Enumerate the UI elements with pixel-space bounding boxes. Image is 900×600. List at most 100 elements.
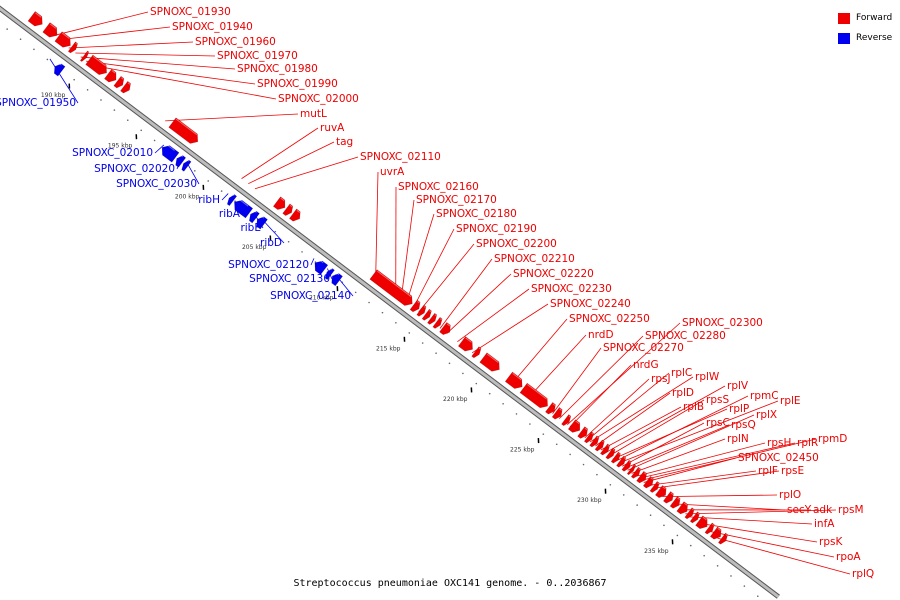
leader-line — [512, 318, 568, 384]
leader-line — [707, 530, 835, 558]
forward-gene — [432, 316, 443, 329]
leader-line — [643, 457, 737, 483]
gene-highlight — [584, 427, 588, 431]
forward-gene-label: rplN — [727, 433, 749, 445]
minor-tick — [756, 595, 759, 598]
minor-tick — [86, 89, 89, 91]
forward-gene-body — [676, 501, 688, 515]
forward-gene-label: rplD — [672, 387, 694, 399]
minor-tick — [582, 463, 585, 466]
forward-gene-label: SPNOXC_02180 — [436, 208, 517, 220]
reverse-gene-label: SPNOXC_02120 — [228, 259, 309, 271]
gene-highlight — [638, 468, 641, 471]
tick-label: 215 kbp — [376, 345, 401, 352]
major-tick — [403, 336, 406, 342]
reverse-gene — [249, 210, 260, 224]
leader-line — [241, 127, 319, 179]
leader-line — [91, 64, 277, 100]
gene-highlight — [602, 440, 605, 443]
forward-gene-label: SPNOXC_01980 — [237, 63, 318, 75]
gene-highlight — [628, 461, 631, 463]
leader-line — [80, 56, 236, 70]
forward-gene — [561, 414, 572, 427]
forward-gene — [79, 50, 90, 62]
gene-highlight — [330, 268, 333, 270]
forward-gene-body — [662, 491, 674, 504]
forward-gene-label: SPNOXC_02300 — [682, 317, 763, 329]
leader-line — [439, 258, 493, 329]
reverse-gene-label: SPNOXC_01950 — [0, 97, 76, 109]
gene-highlight — [623, 457, 626, 459]
forward-gene-body — [416, 304, 427, 317]
forward-gene — [676, 501, 688, 515]
forward-gene-body — [709, 526, 722, 540]
leader-line — [624, 424, 730, 469]
gene-highlight — [446, 323, 451, 327]
forward-gene-body — [684, 507, 695, 520]
leader-line — [689, 516, 813, 525]
forward-gene-label: rplQ — [852, 568, 874, 580]
forward-gene — [289, 208, 301, 222]
minor-tick — [421, 342, 424, 344]
leader-line — [400, 199, 415, 300]
leader-line — [717, 537, 851, 575]
gene-highlight — [260, 215, 265, 219]
minor-tick — [529, 423, 531, 425]
forward-gene-body — [519, 382, 548, 409]
forward-gene-label: rplV — [727, 380, 749, 392]
forward-gene-body — [439, 321, 451, 335]
gene-highlight — [591, 432, 594, 435]
major-tick — [604, 488, 607, 494]
forward-gene-label: SPNOXC_02190 — [456, 223, 537, 235]
forward-gene-label: SPNOXC_02450 — [738, 452, 819, 464]
forward-gene-body — [289, 208, 301, 222]
gene-highlight — [87, 51, 89, 54]
forward-gene-label: rpsE — [781, 465, 804, 477]
forward-gene-body — [577, 426, 589, 439]
gene-highlight — [417, 301, 420, 304]
forward-gene-body — [616, 455, 627, 468]
gene-highlight — [596, 436, 599, 439]
reverse-gene-label: SPNOXC_02130 — [249, 273, 330, 285]
minor-tick — [354, 291, 357, 294]
minor-tick — [703, 554, 705, 557]
leader-line — [49, 58, 79, 104]
minor-tick — [622, 494, 625, 496]
forward-gene-body — [409, 299, 421, 313]
minor-tick — [515, 413, 518, 415]
tick-label: 230 kbp — [577, 497, 602, 504]
gene-highlight — [335, 272, 340, 276]
forward-gene-label: tag — [336, 136, 353, 148]
gene-highlight — [670, 492, 674, 495]
reverse-gene-label: SPNOXC_02140 — [270, 290, 351, 302]
leader-line — [86, 60, 256, 85]
forward-gene-body — [626, 463, 637, 476]
forward-gene — [654, 485, 667, 499]
forward-gene-label: rpsS — [706, 394, 729, 406]
forward-gene-body — [120, 80, 131, 94]
forward-gene — [642, 475, 654, 489]
reverse-gene-label: SPNOXC_02030 — [116, 178, 197, 190]
forward-gene — [282, 203, 294, 216]
forward-gene-label: rplX — [756, 409, 777, 421]
forward-gene-body — [104, 68, 117, 83]
leader-line — [558, 335, 644, 419]
gene-highlight — [429, 310, 432, 313]
forward-gene — [85, 54, 107, 75]
forward-gene-label: SPNOXC_02270 — [603, 342, 684, 354]
minor-tick — [743, 585, 746, 587]
reverse-gene — [256, 215, 268, 230]
gene-highlight — [180, 154, 184, 158]
minor-tick — [689, 544, 692, 547]
forward-gene — [695, 515, 708, 529]
tick-label: 195 kbp — [108, 143, 133, 150]
reverse-gene-body — [53, 63, 66, 77]
tick-label: 210 kbp — [309, 295, 334, 302]
leader-line — [697, 522, 818, 543]
reverse-gene — [324, 268, 335, 281]
gene-highlight — [712, 523, 715, 526]
leader-line — [608, 399, 705, 457]
forward-gene — [630, 466, 641, 479]
legend-forward: Forward — [838, 10, 892, 26]
forward-gene — [669, 496, 681, 509]
